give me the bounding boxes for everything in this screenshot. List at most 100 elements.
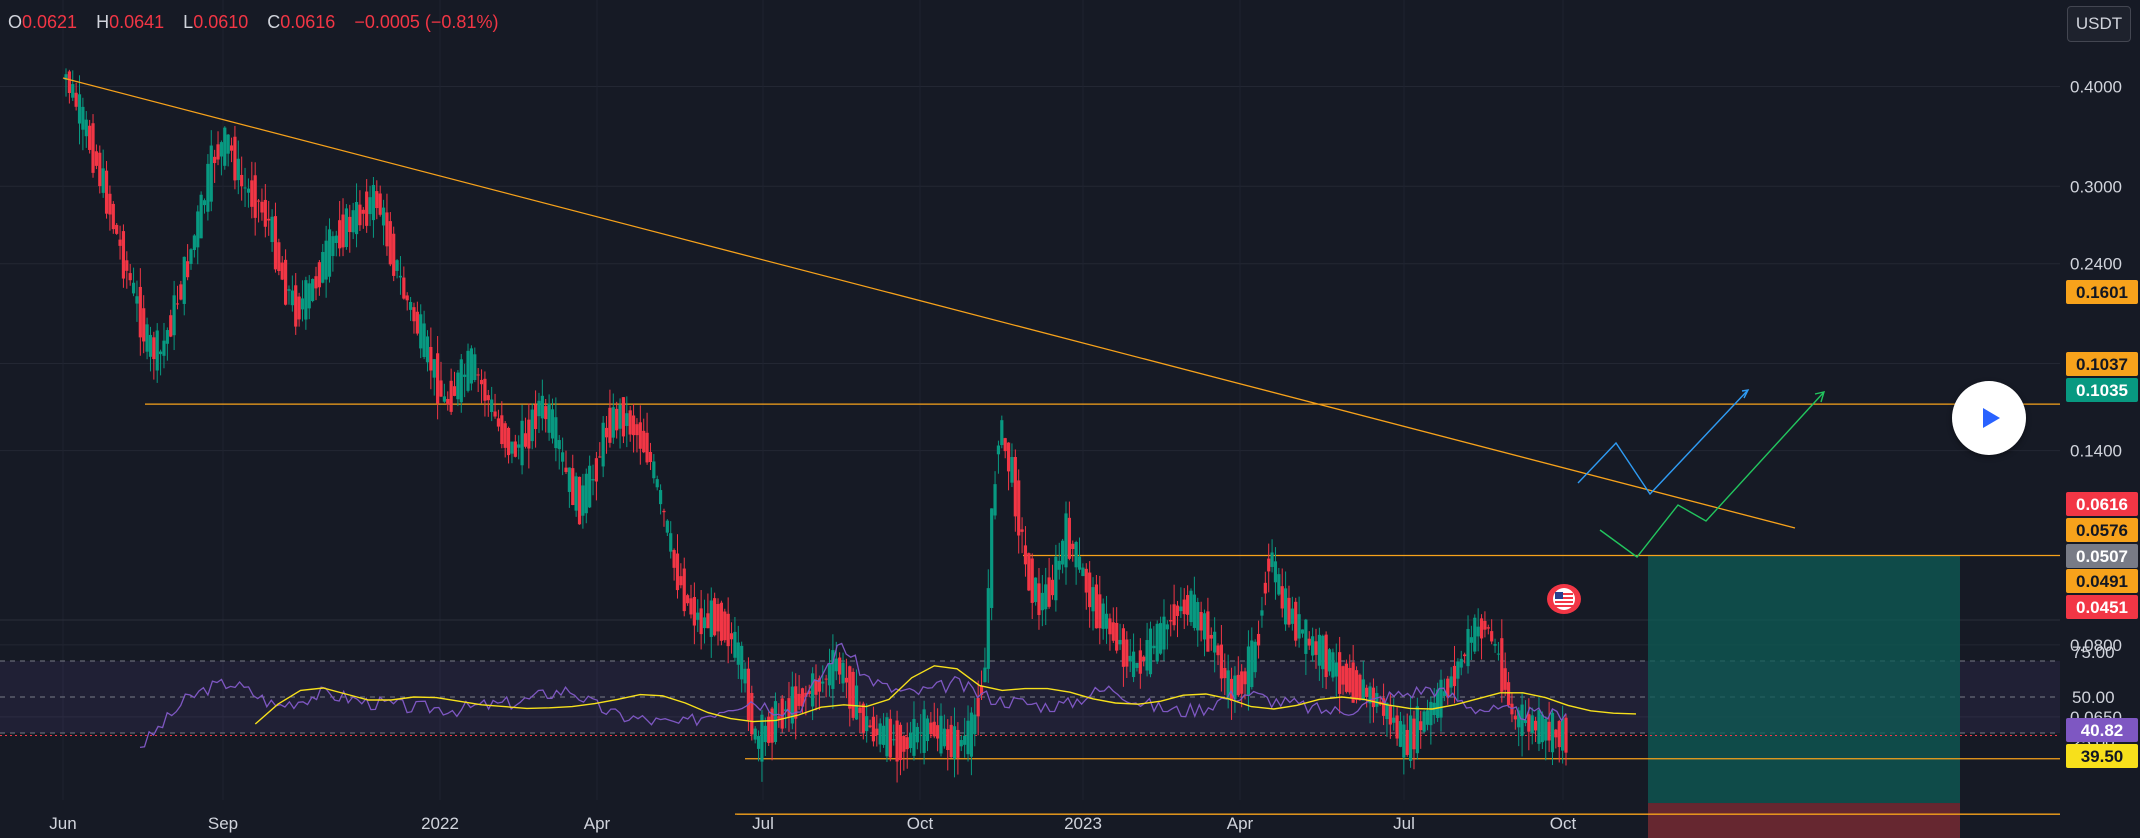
rsi-ma-line (254, 665, 1637, 725)
candle-down (216, 144, 220, 160)
candle-up (554, 417, 558, 449)
candle-up (1442, 691, 1446, 696)
candle-up (973, 714, 977, 735)
candle-up (696, 612, 700, 620)
candle-up (756, 736, 761, 749)
forecast-path-blue[interactable] (1577, 389, 1749, 496)
price-axis[interactable] (2060, 48, 2140, 838)
candle-up (246, 188, 251, 193)
candle-up (588, 465, 592, 508)
price-tag (2066, 378, 2138, 402)
candle-up (327, 229, 332, 277)
candle-down (1463, 654, 1467, 657)
candle-up (1077, 556, 1082, 570)
price-tick-label: 0.2400 (2070, 255, 2122, 274)
candle-down (338, 220, 342, 249)
candle-down (716, 604, 720, 632)
candle-down (429, 346, 433, 371)
candle-down (483, 378, 487, 401)
candle-down (794, 686, 798, 719)
candle-down (868, 725, 872, 728)
candle-down (713, 598, 717, 636)
event-marker[interactable] (1547, 584, 1581, 614)
candle-up (1523, 720, 1528, 723)
candle-up (1000, 420, 1004, 446)
candle-down (929, 722, 933, 735)
candle-down (598, 456, 602, 458)
candle-down (797, 693, 801, 706)
ohlc-legend: O0.0621 H0.0641 L0.0610 C0.0616 −0.0005 … (8, 12, 498, 33)
candle-up (209, 145, 213, 202)
candle-up (304, 280, 308, 320)
candle-up (419, 314, 423, 349)
candle-up (1162, 616, 1166, 650)
candle-down (604, 427, 609, 438)
candle-up (290, 290, 294, 306)
candle-up (408, 301, 413, 310)
candle-down (98, 152, 102, 187)
candle-down (1071, 543, 1075, 550)
candle-down (405, 295, 409, 301)
candle-up (990, 508, 994, 608)
candle-down (523, 433, 528, 447)
candle-down (452, 386, 457, 396)
candle-down (503, 423, 507, 448)
candle-down (1243, 671, 1247, 685)
candle-up (243, 187, 247, 189)
candle-down (645, 432, 649, 463)
candle-up (1361, 679, 1365, 701)
candle-up (162, 340, 166, 356)
candle-up (459, 359, 463, 403)
candle-down (577, 476, 582, 525)
candle-up (1439, 679, 1443, 718)
candle-up (1246, 646, 1251, 695)
forecast-path-green[interactable] (1599, 391, 1825, 558)
stop-zone[interactable] (1648, 803, 1960, 838)
candle-down (500, 415, 504, 445)
candle-down (229, 145, 234, 151)
candle-up (381, 207, 386, 226)
candle-down (348, 216, 352, 233)
target-zone[interactable] (1648, 555, 1960, 804)
candle-down (750, 692, 754, 735)
candle-down (152, 337, 156, 360)
candle-up (1415, 706, 1419, 754)
candle-up (1131, 651, 1136, 678)
candle-up (1250, 640, 1254, 688)
time-tick-label: Apr (1227, 814, 1254, 833)
candle-down (67, 71, 71, 93)
candle-down (1344, 663, 1349, 692)
candle-down (115, 224, 119, 234)
candle-down (1182, 599, 1186, 615)
candle-down (513, 441, 517, 457)
candle-down (1027, 553, 1031, 591)
candle-down (446, 398, 450, 405)
time-tick-label: Jul (1393, 814, 1415, 833)
candle-up (1517, 710, 1521, 728)
candle-down (1388, 705, 1392, 725)
candle-down (267, 218, 271, 221)
candle-down (1108, 618, 1112, 635)
descending-trendline[interactable] (62, 77, 1796, 529)
candle-down (936, 725, 940, 739)
candle-up (145, 324, 149, 352)
price-tag (2066, 544, 2138, 568)
candle-up (226, 134, 230, 154)
candle-up (196, 211, 200, 248)
play-button[interactable] (1952, 381, 2026, 455)
candle-down (1405, 729, 1409, 755)
candle-down (486, 395, 490, 401)
candle-up (311, 278, 315, 302)
currency-button[interactable]: USDT (2067, 6, 2131, 42)
candle-up (942, 728, 946, 747)
candle-down (1554, 729, 1558, 738)
candle-down (125, 260, 129, 271)
candle-up (71, 84, 75, 98)
candle-up (456, 372, 460, 400)
candle-up (371, 185, 376, 221)
candle-down (662, 510, 666, 513)
candle-up (581, 485, 585, 516)
candle-down (186, 261, 190, 278)
candle-up (557, 440, 561, 450)
